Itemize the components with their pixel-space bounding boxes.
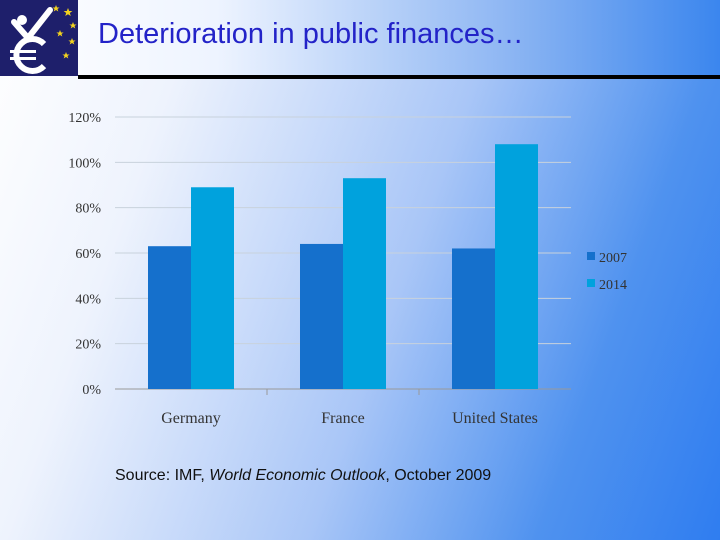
bar-2014-france: [343, 178, 386, 389]
chart-bars: [148, 144, 538, 389]
legend-swatch: [587, 252, 595, 260]
y-tick-label: 100%: [68, 156, 101, 171]
bar-2014-germany: [191, 187, 234, 389]
slide-title: Deterioration in public finances…: [98, 18, 524, 50]
legend-swatch: [587, 279, 595, 287]
legend-label: 2007: [599, 251, 627, 266]
x-category-label: France: [321, 410, 365, 427]
y-tick-label: 120%: [68, 111, 101, 126]
y-tick-label: 40%: [75, 292, 101, 307]
source-publication: World Economic Outlook: [209, 467, 386, 484]
chart-legend: 2007 2014: [587, 251, 627, 293]
source-suffix: , October 2009: [385, 467, 492, 484]
bar-2007-united-states: [452, 248, 495, 389]
source-prefix: Source: IMF,: [115, 467, 210, 484]
y-tick-label: 80%: [75, 202, 101, 217]
eu-logo-icon: [0, 0, 78, 76]
y-axis-ticks: 0% 20% 40% 60% 80% 100% 120%: [68, 111, 101, 398]
bar-2007-france: [300, 243, 343, 389]
source-note: Source: IMF, World Economic Outlook, Oct…: [115, 467, 491, 485]
y-tick-label: 60%: [75, 247, 101, 262]
legend-label: 2014: [599, 278, 627, 293]
y-tick-label: 0%: [82, 383, 101, 398]
header-bar: Deterioration in public finances…: [0, 0, 720, 76]
title-divider: [78, 75, 720, 79]
x-category-label: Germany: [161, 410, 221, 427]
bar-2007-germany: [148, 246, 191, 389]
y-tick-label: 20%: [75, 338, 101, 353]
x-category-label: United States: [452, 410, 538, 427]
bar-2014-united-states: [495, 144, 538, 389]
x-axis-labels: Germany France United States: [161, 410, 538, 427]
